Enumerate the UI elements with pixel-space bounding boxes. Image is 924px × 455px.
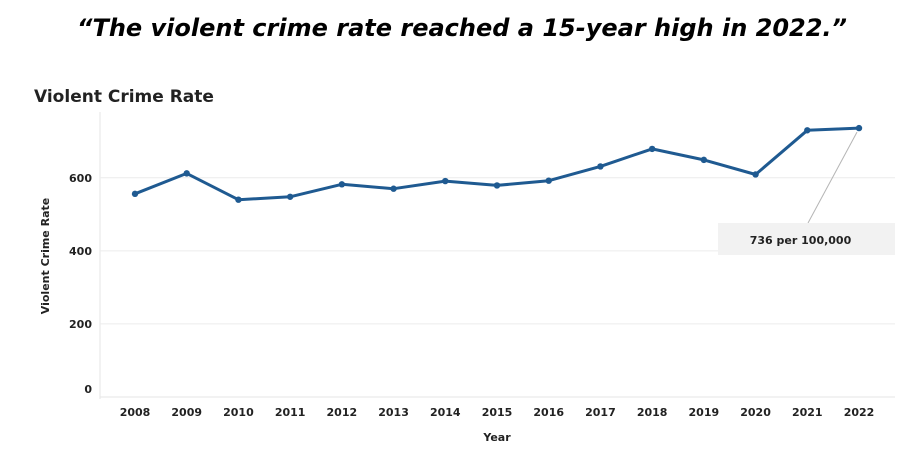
data-point [648, 145, 656, 153]
y-tick-label: 200 [69, 318, 92, 331]
x-tick-label: 2008 [120, 406, 151, 419]
y-axis-label: Violent Crime Rate [39, 198, 52, 314]
data-point [235, 196, 242, 203]
x-tick-label: 2016 [533, 406, 564, 419]
x-tick-label: 2021 [792, 406, 823, 419]
data-point [855, 124, 863, 132]
data-point [442, 177, 449, 185]
data-point [493, 182, 501, 189]
headline: “The violent crime rate reached a 15-yea… [76, 14, 847, 42]
data-points [131, 124, 863, 203]
data-point [700, 156, 708, 164]
x-tick-label: 2010 [223, 406, 254, 419]
gridlines [99, 112, 895, 399]
annotation-label: 736 per 100,000 [750, 234, 852, 247]
x-tick-label: 2014 [430, 406, 461, 419]
x-tick-label: 2018 [637, 406, 668, 419]
x-tick-label: 2019 [689, 406, 720, 419]
x-tick-label: 2017 [585, 406, 616, 419]
annotation: 736 per 100,000 [718, 131, 895, 255]
x-tick-label: 2009 [171, 406, 202, 419]
annotation-box [718, 223, 895, 255]
x-tick-label: 2011 [275, 406, 306, 419]
data-point [338, 181, 346, 188]
annotation-leader-line [807, 131, 858, 224]
data-point [390, 185, 397, 192]
data-point [752, 171, 759, 178]
data-point [804, 127, 811, 134]
x-tick-label: 2022 [844, 406, 875, 419]
x-tick-label: 2020 [740, 406, 771, 419]
data-point [597, 163, 604, 170]
y-tick-label: 0 [84, 383, 92, 396]
x-tick-label: 2013 [378, 406, 409, 419]
x-tick-label: 2015 [482, 406, 513, 419]
series-line [134, 126, 860, 202]
data-point [183, 170, 190, 177]
y-tick-label: 400 [69, 245, 92, 258]
x-tick-labels: 2008 2009 2010 2011 2012 2013 2014 2015 2016 2017… [120, 406, 875, 419]
y-tick-label: 600 [69, 172, 92, 185]
data-point [545, 177, 552, 184]
y-tick-labels: 0 200 400 600 [69, 172, 92, 396]
data-point [286, 193, 294, 200]
chart-title: Violent Crime Rate [34, 87, 214, 107]
x-tick-label: 2012 [327, 406, 358, 419]
data-point [131, 190, 139, 198]
x-axis-label: Year [482, 431, 511, 444]
